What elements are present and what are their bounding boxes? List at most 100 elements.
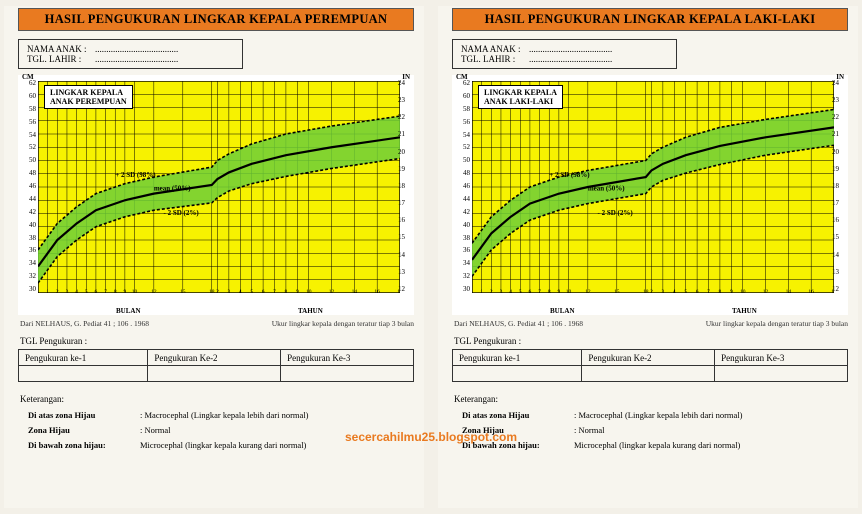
svg-text:12: 12 — [329, 289, 335, 293]
ket-row: Di atas zona Hijau: Macrocephal (Lingkar… — [28, 410, 414, 420]
svg-text:- 2 SD (2%): - 2 SD (2%) — [597, 209, 633, 217]
ket-head: Keterangan: — [454, 394, 848, 404]
svg-text:15: 15 — [180, 289, 186, 293]
x-label-months: BULAN — [116, 307, 141, 315]
svg-text:16: 16 — [808, 289, 814, 293]
svg-text:3: 3 — [661, 289, 664, 293]
ket-row: Zona Hijau: Normal — [462, 425, 848, 435]
meas-col-1: Pengukuran ke-1 — [453, 350, 582, 366]
dob-label: TGL. LAHIR : — [461, 54, 529, 64]
svg-text:3: 3 — [66, 289, 69, 293]
svg-text:mean (50%): mean (50%) — [154, 184, 191, 192]
chart-female: CM IN 6260585654525048464442403836343230… — [18, 75, 414, 315]
ket-row: Di atas zona Hijau: Macrocephal (Lingkar… — [462, 410, 848, 420]
svg-text:9: 9 — [296, 289, 299, 293]
chart-plot: + 2 SD (98%)mean (50%)- 2 SD (2%)1234567… — [38, 81, 400, 293]
svg-text:10: 10 — [132, 289, 138, 293]
svg-text:16: 16 — [374, 289, 380, 293]
svg-text:10: 10 — [740, 289, 746, 293]
svg-text:6: 6 — [262, 289, 265, 293]
credit-left: Dari NELHAUS, G. Pediat 41 ; 106 . 1968 — [20, 319, 149, 328]
svg-text:2: 2 — [56, 289, 59, 293]
y-axis-cm: 6260585654525048464442403836343230 — [20, 79, 36, 293]
svg-text:10: 10 — [306, 289, 312, 293]
chart-male: CM IN 6260585654525048464442403836343230… — [452, 75, 848, 315]
svg-text:14: 14 — [352, 289, 358, 293]
credit-row: Dari NELHAUS, G. Pediat 41 ; 106 . 1968 … — [20, 319, 414, 328]
chart-svg: + 2 SD (98%)mean (50%)- 2 SD (2%)1234567… — [472, 81, 834, 293]
svg-text:12: 12 — [151, 289, 157, 293]
meas-col-3: Pengukuran Ke-3 — [281, 350, 414, 366]
x-label-years: TAHUN — [732, 307, 757, 315]
name-dots: ..................................... — [95, 44, 178, 54]
svg-text:6: 6 — [95, 289, 98, 293]
svg-text:5: 5 — [684, 289, 687, 293]
svg-text:2: 2 — [216, 289, 219, 293]
measurement-table: Pengukuran ke-1 Pengukuran Ke-2 Pengukur… — [452, 349, 848, 382]
watermark: secercahilmu25.blogspot.com — [345, 430, 517, 444]
svg-text:18: 18 — [209, 289, 215, 293]
meas-col-1: Pengukuran ke-1 — [19, 350, 148, 366]
svg-text:2: 2 — [650, 289, 653, 293]
svg-text:4: 4 — [509, 289, 512, 293]
svg-text:mean (50%): mean (50%) — [588, 184, 625, 192]
x-label-months: BULAN — [550, 307, 575, 315]
svg-text:18: 18 — [643, 289, 649, 293]
svg-text:4: 4 — [239, 289, 242, 293]
name-label: NAMA ANAK : — [461, 44, 529, 54]
svg-text:7: 7 — [104, 289, 107, 293]
credit-right: Ukur lingkar kepala dengan teratur tiap … — [272, 319, 414, 328]
chart-svg: + 2 SD (98%)mean (50%)- 2 SD (2%)1234567… — [38, 81, 400, 293]
name-dots: ..................................... — [529, 44, 612, 54]
y-axis-in: 24232221201918171615141312 — [832, 79, 846, 293]
svg-text:1: 1 — [480, 289, 483, 293]
svg-text:+ 2 SD (98%): + 2 SD (98%) — [549, 171, 590, 179]
svg-text:9: 9 — [730, 289, 733, 293]
svg-text:7: 7 — [707, 289, 710, 293]
credit-row: Dari NELHAUS, G. Pediat 41 ; 106 . 1968 … — [454, 319, 848, 328]
svg-text:9: 9 — [558, 289, 561, 293]
meas-col-3: Pengukuran Ke-3 — [715, 350, 848, 366]
svg-text:6: 6 — [529, 289, 532, 293]
ket-head: Keterangan: — [20, 394, 414, 404]
svg-text:5: 5 — [250, 289, 253, 293]
dob-dots: ..................................... — [529, 54, 612, 64]
name-box: NAMA ANAK :.............................… — [18, 39, 243, 69]
svg-text:9: 9 — [124, 289, 127, 293]
svg-text:4: 4 — [75, 289, 78, 293]
chart-plot: + 2 SD (98%)mean (50%)- 2 SD (2%)1234567… — [472, 81, 834, 293]
svg-text:14: 14 — [786, 289, 792, 293]
svg-text:8: 8 — [548, 289, 551, 293]
tgl-label: TGL Pengukuran : — [20, 336, 414, 346]
dob-label: TGL. LAHIR : — [27, 54, 95, 64]
svg-text:5: 5 — [85, 289, 88, 293]
svg-text:8: 8 — [719, 289, 722, 293]
name-label: NAMA ANAK : — [27, 44, 95, 54]
svg-text:+ 2 SD (98%): + 2 SD (98%) — [115, 171, 156, 179]
dob-dots: ..................................... — [95, 54, 178, 64]
svg-text:7: 7 — [538, 289, 541, 293]
title-bar: HASIL PENGUKURAN LINGKAR KEPALA PEREMPUA… — [18, 8, 414, 31]
name-box: NAMA ANAK :.............................… — [452, 39, 677, 69]
svg-text:8: 8 — [114, 289, 117, 293]
tgl-label: TGL Pengukuran : — [454, 336, 848, 346]
svg-text:8: 8 — [285, 289, 288, 293]
svg-text:- 2 SD (2%): - 2 SD (2%) — [163, 209, 199, 217]
svg-text:1: 1 — [46, 289, 49, 293]
svg-text:3: 3 — [500, 289, 503, 293]
svg-text:6: 6 — [696, 289, 699, 293]
svg-text:12: 12 — [763, 289, 769, 293]
svg-text:5: 5 — [519, 289, 522, 293]
chart-title: LINGKAR KEPALA ANAK LAKI-LAKI — [478, 85, 563, 109]
meas-col-2: Pengukuran Ke-2 — [148, 350, 281, 366]
y-axis-cm: 6260585654525048464442403836343230 — [454, 79, 470, 293]
chart-title: LINGKAR KEPALA ANAK PEREMPUAN — [44, 85, 133, 109]
svg-text:7: 7 — [273, 289, 276, 293]
meas-col-2: Pengukuran Ke-2 — [582, 350, 715, 366]
ket-row: Di bawah zona hijau:Microcephal (lingkar… — [462, 440, 848, 450]
svg-text:15: 15 — [614, 289, 620, 293]
svg-text:12: 12 — [585, 289, 591, 293]
svg-text:4: 4 — [673, 289, 676, 293]
y-axis-in: 24232221201918171615141312 — [398, 79, 412, 293]
credit-left: Dari NELHAUS, G. Pediat 41 ; 106 . 1968 — [454, 319, 583, 328]
